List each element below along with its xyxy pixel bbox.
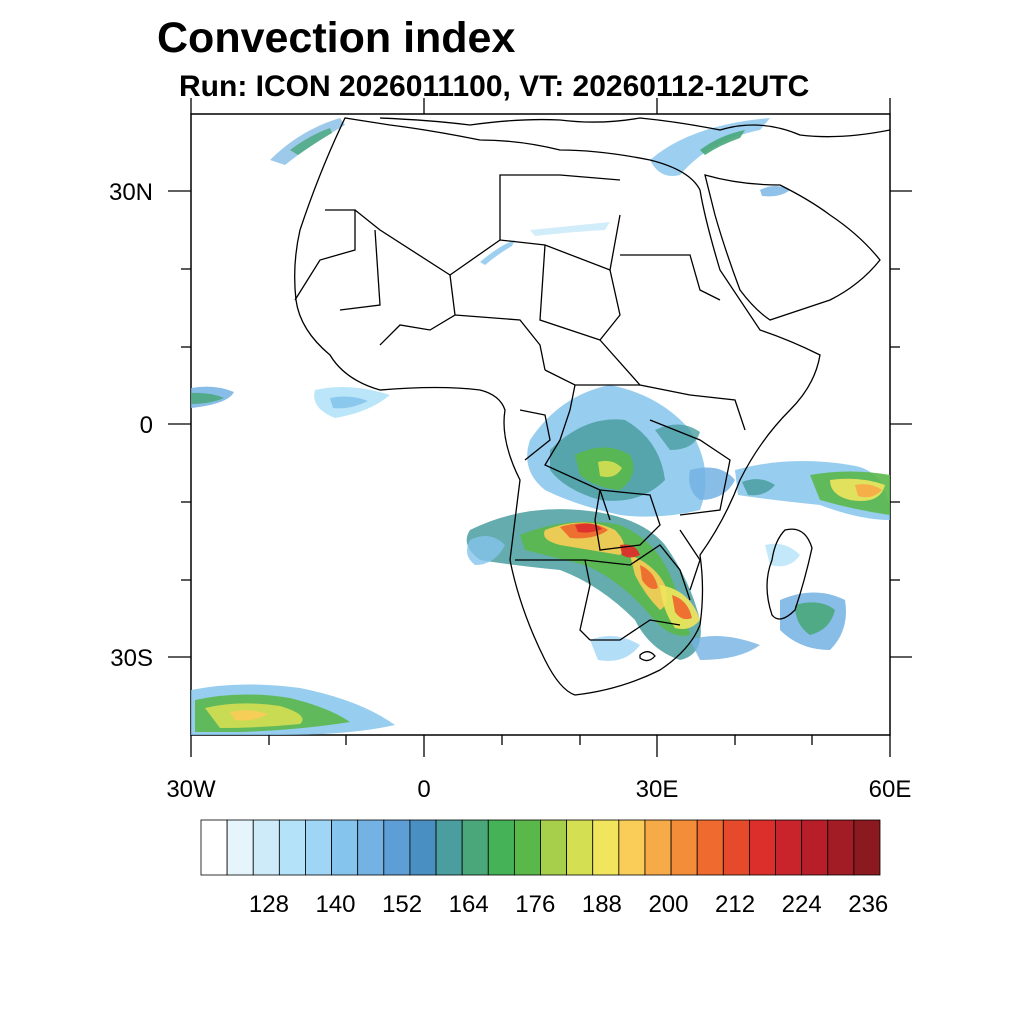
colorbar-swatch bbox=[226, 819, 254, 876]
axis-ticks bbox=[168, 98, 912, 757]
colorbar-label: 152 bbox=[382, 891, 422, 918]
y-tick-label-30n: 30N bbox=[109, 179, 153, 206]
colorbar-labels: 128 140 152 164 176 188 200 212 224 236 bbox=[249, 891, 888, 918]
colorbar-swatch bbox=[644, 819, 672, 876]
colorbar bbox=[200, 819, 881, 876]
colorbar-swatch bbox=[566, 819, 594, 876]
colorbar-swatch bbox=[513, 819, 541, 876]
colorbar-swatch bbox=[722, 819, 750, 876]
y-tick-label-30s: 30S bbox=[110, 645, 153, 672]
colorbar-swatch bbox=[618, 819, 646, 876]
colorbar-label: 140 bbox=[315, 891, 355, 918]
colorbar-swatch bbox=[749, 819, 776, 876]
colorbar-swatch bbox=[252, 819, 280, 876]
colorbar-swatch bbox=[331, 819, 359, 876]
colorbar-swatch bbox=[592, 819, 620, 876]
x-tick-label-30e: 30E bbox=[636, 776, 679, 803]
coastlines-borders bbox=[294, 117, 890, 696]
colorbar-swatch bbox=[409, 819, 437, 876]
colorbar-swatch bbox=[278, 819, 306, 876]
colorbar-label: 212 bbox=[715, 891, 755, 918]
colorbar-swatch bbox=[801, 819, 829, 876]
colorbar-swatch bbox=[200, 819, 228, 876]
y-tick-label-0: 0 bbox=[140, 412, 153, 439]
colorbar-swatch bbox=[305, 819, 332, 876]
colorbar-swatch bbox=[357, 819, 385, 876]
colorbar-label: 236 bbox=[848, 891, 888, 918]
chart-subtitle: Run: ICON 2026011100, VT: 20260112-12UTC bbox=[179, 70, 810, 103]
x-tick-label-30w: 30W bbox=[166, 776, 216, 803]
colorbar-label: 176 bbox=[515, 891, 555, 918]
colorbar-swatch bbox=[435, 819, 463, 876]
colorbar-label: 128 bbox=[249, 891, 289, 918]
colorbar-swatch bbox=[827, 819, 855, 876]
colorbar-label: 188 bbox=[582, 891, 622, 918]
colorbar-swatch bbox=[775, 819, 803, 876]
colorbar-swatch bbox=[383, 819, 411, 876]
colorbar-swatch bbox=[461, 819, 489, 876]
map-frame bbox=[190, 113, 891, 736]
colorbar-swatch bbox=[853, 819, 881, 876]
x-tick-label-0: 0 bbox=[417, 776, 430, 803]
x-tick-label-60e: 60E bbox=[869, 776, 912, 803]
chart-title: Convection index bbox=[157, 14, 516, 62]
colorbar-swatch bbox=[670, 819, 698, 876]
colorbar-swatch bbox=[696, 819, 724, 876]
colorbar-swatch bbox=[487, 819, 515, 876]
colorbar-label: 224 bbox=[782, 891, 822, 918]
colorbar-swatch bbox=[540, 819, 568, 876]
colorbar-label: 164 bbox=[449, 891, 489, 918]
colorbar-label: 200 bbox=[648, 891, 688, 918]
